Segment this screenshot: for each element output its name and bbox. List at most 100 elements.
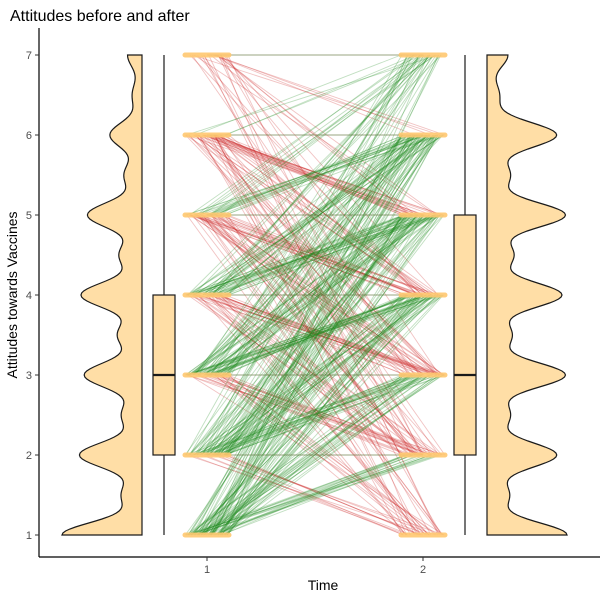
slope-line-increase-2-7 <box>202 54 433 456</box>
slope-line-decrease-7-6 <box>212 54 445 136</box>
slope-line-increase-4-7 <box>187 54 430 296</box>
slope-line-decrease-5-4 <box>215 214 417 296</box>
slope-line-decrease-3-2 <box>215 374 433 456</box>
slope-line-decrease-4-1 <box>206 294 430 536</box>
slope-line-increase-4-5 <box>213 214 428 296</box>
slope-line-increase-2-5 <box>203 214 418 456</box>
slope-line-increase-5-6 <box>206 134 412 216</box>
slope-line-increase-2-3 <box>216 374 412 456</box>
slope-line-decrease-3-2 <box>214 374 443 456</box>
slope-line-increase-3-4 <box>197 294 428 376</box>
slope-line-increase-4-7 <box>216 54 431 296</box>
slope-line-decrease-6-5 <box>201 134 419 216</box>
slope-line-increase-5-6 <box>207 134 419 216</box>
slope-line-increase-3-6 <box>218 134 444 376</box>
slope-line-increase-1-2 <box>206 454 442 536</box>
slope-line-increase-3-4 <box>214 294 404 376</box>
slope-line-increase-3-4 <box>207 294 439 376</box>
slope-line-increase-2-5 <box>225 214 404 456</box>
slope-line-decrease-7-4 <box>189 54 423 296</box>
slope-line-decrease-4-3 <box>209 294 405 376</box>
slope-line-increase-3-4 <box>211 294 443 376</box>
slope-line-increase-1-2 <box>188 454 410 536</box>
slope-line-decrease-5-2 <box>210 214 417 456</box>
slope-line-increase-3-4 <box>196 294 428 376</box>
slope-line-increase-1-6 <box>198 134 437 536</box>
y-tick-label-5: 5 <box>26 210 32 222</box>
slope-line-decrease-6-3 <box>215 134 438 376</box>
plot-area: 1 2 3 4 5 6 7 1 2 <box>26 28 600 576</box>
slope-line-decrease-4-1 <box>209 294 407 536</box>
slope-line-decrease-3-2 <box>208 374 424 456</box>
slope-line-increase-3-6 <box>192 134 404 376</box>
slope-line-increase-2-3 <box>224 374 417 456</box>
slope-line-decrease-5-2 <box>210 214 416 456</box>
slope-line-increase-1-6 <box>189 134 431 536</box>
slope-line-decrease-5-2 <box>205 214 418 456</box>
slope-line-decrease-6-3 <box>202 134 421 376</box>
slope-line-increase-2-5 <box>199 214 419 456</box>
slope-line-increase-4-5 <box>194 214 439 296</box>
slope-line-decrease-6-3 <box>198 134 440 376</box>
y-tick-label-2: 2 <box>26 450 32 462</box>
slope-line-decrease-4-3 <box>185 294 431 376</box>
slope-line-increase-4-5 <box>213 214 442 296</box>
slope-line-increase-3-4 <box>187 294 440 376</box>
slope-line-decrease-3-2 <box>195 374 410 456</box>
slope-line-decrease-6-1 <box>214 134 421 536</box>
slope-line-increase-1-4 <box>217 294 415 536</box>
slope-line-decrease-2-1 <box>204 454 404 536</box>
slope-line-decrease-4-3 <box>219 294 422 376</box>
slope-line-increase-1-4 <box>196 294 405 536</box>
slope-line-increase-1-4 <box>201 294 421 536</box>
slope-line-decrease-6-1 <box>209 134 411 536</box>
slope-line-increase-1-2 <box>189 454 414 536</box>
slope-line-decrease-2-1 <box>186 454 431 536</box>
slope-line-increase-5-6 <box>214 134 404 216</box>
y-tick-label-4: 4 <box>26 290 32 302</box>
slope-line-decrease-6-5 <box>197 134 414 216</box>
slope-line-increase-4-5 <box>189 214 425 296</box>
slope-line-increase-2-3 <box>196 374 413 456</box>
slope-line-decrease-4-1 <box>198 294 407 536</box>
slope-line-decrease-3-2 <box>222 374 423 456</box>
slope-line-decrease-6-5 <box>206 134 444 216</box>
slope-line-decrease-3-2 <box>218 374 420 456</box>
slope-line-increase-1-6 <box>192 134 427 536</box>
slope-line-decrease-4-3 <box>194 294 442 376</box>
slope-line-increase-1-2 <box>197 454 413 536</box>
slope-line-decrease-6-5 <box>208 134 439 216</box>
slope-line-increase-3-4 <box>188 294 414 376</box>
slope-line-decrease-6-5 <box>214 134 414 216</box>
slope-line-decrease-2-1 <box>190 454 408 536</box>
slope-line-increase-2-7 <box>201 54 409 456</box>
slope-line-decrease-6-5 <box>214 134 402 216</box>
slope-line-increase-2-3 <box>206 374 445 456</box>
y-tick-label-6: 6 <box>26 130 32 142</box>
slope-line-decrease-3-2 <box>199 374 402 456</box>
slope-line-increase-3-4 <box>198 294 414 376</box>
slope-line-increase-1-2 <box>214 454 420 536</box>
slope-line-decrease-6-5 <box>195 134 407 216</box>
slope-line-increase-3-4 <box>185 294 427 376</box>
slope-line-increase-2-7 <box>185 54 412 456</box>
slope-line-increase-3-6 <box>214 134 441 376</box>
slope-line-decrease-5-2 <box>225 214 443 456</box>
slope-line-increase-2-5 <box>188 214 408 456</box>
y-tick-label-1: 1 <box>26 530 32 542</box>
slope-line-increase-2-3 <box>224 374 446 456</box>
slope-line-increase-4-5 <box>185 214 407 296</box>
slope-line-increase-1-2 <box>220 454 430 536</box>
slope-line-increase-2-5 <box>225 214 412 456</box>
slope-line-decrease-6-3 <box>188 134 413 376</box>
slope-line-increase-4-5 <box>186 214 436 296</box>
slope-line-increase-3-4 <box>211 294 423 376</box>
slope-line-increase-2-5 <box>188 214 425 456</box>
slope-line-increase-3-6 <box>193 134 408 376</box>
box-2 <box>453 214 477 456</box>
slope-line-decrease-5-4 <box>190 214 441 296</box>
slope-line-increase-4-5 <box>228 214 436 296</box>
slope-line-increase-2-5 <box>216 214 418 456</box>
slope-line-decrease-6-5 <box>204 134 424 216</box>
